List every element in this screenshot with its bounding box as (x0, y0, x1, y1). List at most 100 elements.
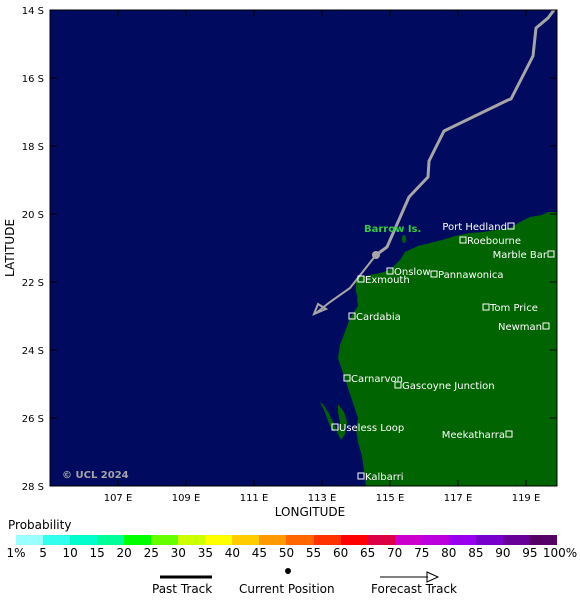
colorbar-swatch (16, 535, 44, 545)
town-marker-icon (394, 381, 402, 389)
town-marker-icon (357, 472, 365, 480)
town-label: Cardabia (356, 312, 401, 323)
map-frame (49, 9, 558, 487)
current-position-marker (372, 251, 380, 259)
lon-tick-label: 113 E (308, 493, 337, 504)
colorbar-swatch (259, 535, 287, 545)
colorbar-label: 95 (522, 546, 538, 560)
colorbar-label: 10 (62, 546, 78, 560)
town-label: Exmouth (365, 275, 410, 286)
colorbar-label: 60 (332, 546, 349, 560)
town-label: Carnarvon (351, 374, 403, 385)
lon-tick-label: 119 E (512, 493, 541, 504)
colorbar-label: 30 (170, 546, 186, 560)
town-marker-icon (542, 322, 550, 330)
town-marker-icon (348, 312, 356, 320)
lat-tick-label: 24 S (22, 346, 44, 357)
colorbar-swatch (151, 535, 179, 545)
track-map: Port Hedland Roebourne Marble Bar Onslow Pan… (3, 6, 558, 519)
barrow-island (402, 235, 406, 243)
colorbar-swatch (124, 535, 152, 545)
forecast-track-key (380, 571, 440, 583)
colorbar-swatch (232, 535, 260, 545)
lon-tick-label: 117 E (444, 493, 473, 504)
colorbar-swatch (529, 535, 557, 545)
colorbar-label: 5 (39, 546, 47, 560)
current-position-label: Current Position (239, 582, 335, 596)
lat-tick-label: 14 S (22, 6, 44, 17)
colorbar-labels: 1% 5 10 15 20 25 30 35 40 45 50 55 60 65 70 75 80 85 90 95 1… (0, 546, 580, 560)
lon-tick-label: 107 E (104, 493, 133, 504)
colorbar-label: 55 (305, 546, 322, 560)
past-track-line (375, 9, 556, 257)
colorbar-swatch (448, 535, 476, 545)
colorbar-swatch (421, 535, 449, 545)
colorbar-swatch (70, 535, 98, 545)
town-marker-icon (430, 270, 438, 278)
colorbar-swatch (286, 535, 314, 545)
y-axis-title: LATITUDE (3, 219, 17, 277)
lon-tick-label: 115 E (376, 493, 405, 504)
colorbar-label: 20 (116, 546, 132, 560)
town-marker-icon (386, 267, 394, 275)
colorbar-swatch (97, 535, 125, 545)
lat-tick-label: 26 S (22, 414, 44, 425)
lat-tick-label: 18 S (22, 142, 44, 153)
colorbar-swatch (313, 535, 341, 545)
town-label: Onslow (394, 267, 431, 278)
town-marker-icon (482, 303, 490, 311)
town-label: Marble Bar (493, 250, 548, 261)
town-marker-icon (547, 250, 555, 258)
places-layer: Port Hedland Roebourne Marble Bar Onslow Pan… (331, 222, 555, 483)
colorbar-swatch (178, 535, 206, 545)
colorbar-swatch (205, 535, 233, 545)
colorbar-label: 15 (89, 546, 105, 560)
colorbar-label: 80 (441, 546, 457, 560)
lon-tick-label: 111 E (240, 493, 269, 504)
town-label: Kalbarri (365, 472, 404, 483)
town-label: Pannawonica (438, 270, 504, 281)
town-label: Useless Loop (339, 423, 404, 434)
track-layer (312, 9, 556, 316)
colorbar-label: 65 (360, 546, 376, 560)
x-axis-title: LONGITUDE (275, 505, 345, 519)
lat-tick-label: 28 S (22, 482, 44, 493)
past-track-key (160, 575, 212, 579)
colorbar-label: 1% (6, 546, 26, 560)
lon-tick-label: 109 E (172, 493, 201, 504)
colorbar-label: 90 (495, 546, 511, 560)
lat-tick-label: 20 S (22, 210, 44, 221)
current-position-key (285, 568, 291, 574)
colorbar-label: 75 (414, 546, 430, 560)
colorbar-label: 100% (542, 546, 578, 560)
ticks-layer: 107 E 109 E 111 E 113 E 115 E 117 E 119 E 14 S 1… (22, 6, 557, 504)
town-label: Tom Price (489, 303, 538, 314)
peninsula-shape (337, 404, 347, 440)
town-label: Gascoyne Junction (402, 381, 495, 392)
colorbar-swatch (367, 535, 395, 545)
forecast-track-label: Forecast Track (371, 582, 457, 596)
colorbar-swatch (502, 535, 530, 545)
town-marker-icon (357, 275, 365, 283)
town-label: Meekatharra (442, 430, 505, 441)
legend-title: Probability (8, 518, 72, 532)
lat-tick-label: 22 S (22, 278, 44, 289)
colorbar-label: 35 (197, 546, 213, 560)
colorbar-swatch (475, 535, 503, 545)
probability-colorbar (16, 535, 557, 545)
town-marker-icon (505, 430, 513, 438)
colorbar-label: 40 (224, 546, 241, 560)
colorbar-swatch (43, 535, 71, 545)
lat-tick-label: 16 S (22, 74, 44, 85)
town-label: Port Hedland (442, 222, 507, 233)
colorbar-swatch (340, 535, 368, 545)
town-label: Roebourne (467, 236, 521, 247)
forecast-arrow-icon (312, 302, 329, 316)
island-label: Barrow Is. (364, 224, 421, 235)
colorbar-label: 85 (468, 546, 484, 560)
colorbar-swatch (394, 535, 422, 545)
town-marker-icon (459, 236, 467, 244)
town-marker-icon (343, 374, 351, 382)
colorbar-label: 70 (387, 546, 403, 560)
colorbar-label: 50 (278, 546, 295, 560)
